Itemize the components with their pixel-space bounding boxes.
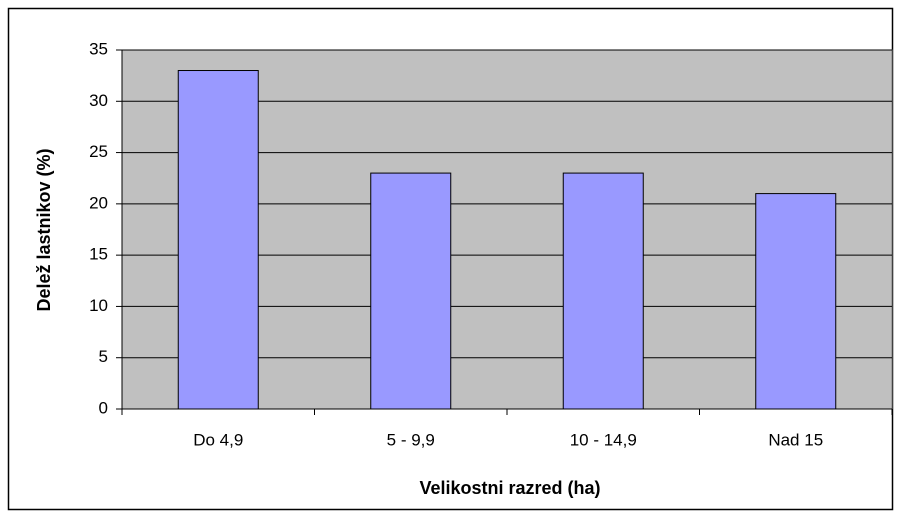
bar bbox=[755, 193, 837, 410]
y-axis-title: Delež lastnikov (%) bbox=[34, 148, 54, 311]
y-tick-label: 15 bbox=[89, 245, 108, 264]
y-tick-label: 0 bbox=[99, 398, 108, 417]
x-tick-label: 5 - 9,9 bbox=[387, 430, 435, 449]
x-tick-label: Do 4,9 bbox=[193, 430, 243, 449]
bar bbox=[370, 172, 452, 410]
y-tick-label: 5 bbox=[99, 347, 108, 366]
y-tick-label: 10 bbox=[89, 296, 108, 315]
y-tick-label: 20 bbox=[89, 193, 108, 212]
y-tick-label: 35 bbox=[89, 39, 108, 58]
y-tick-label: 25 bbox=[89, 142, 108, 161]
x-tick-label: 10 - 14,9 bbox=[570, 430, 637, 449]
bar bbox=[562, 172, 644, 410]
bar bbox=[177, 70, 259, 410]
x-tick-label: Nad 15 bbox=[768, 430, 823, 449]
x-axis-title: Velikostni razred (ha) bbox=[419, 478, 600, 498]
y-tick-label: 30 bbox=[89, 91, 108, 110]
